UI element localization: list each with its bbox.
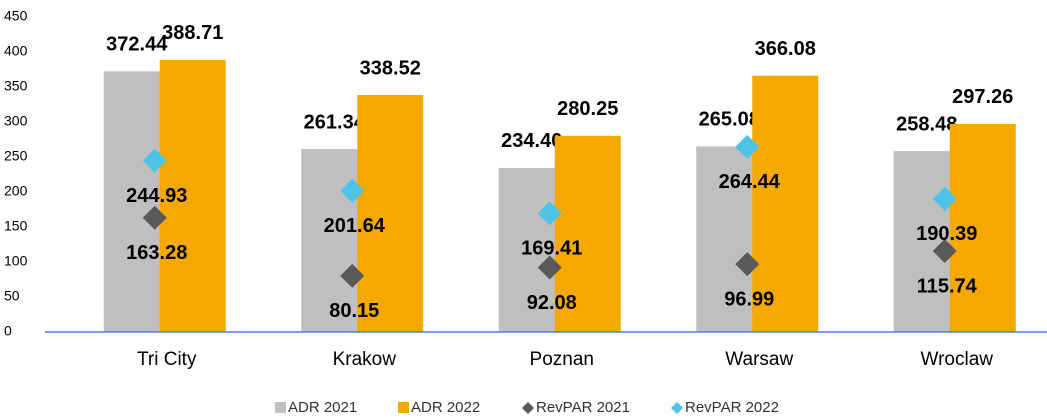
x-tick-label: Warsaw xyxy=(725,349,793,370)
bar xyxy=(696,146,763,332)
y-tick-label: 150 xyxy=(4,218,28,234)
value-label: 338.52 xyxy=(360,57,421,79)
value-label: 264.44 xyxy=(719,171,781,193)
value-label: 244.93 xyxy=(126,185,187,207)
value-label: 169.41 xyxy=(521,238,582,260)
y-tick-label: 250 xyxy=(4,148,28,164)
value-label: 201.64 xyxy=(324,215,386,237)
y-tick-label: 350 xyxy=(4,78,28,94)
y-tick-label: 50 xyxy=(4,288,20,304)
x-tick-label: Krakow xyxy=(333,349,397,370)
bar xyxy=(159,59,226,332)
value-label: 190.39 xyxy=(916,223,977,245)
marker xyxy=(142,148,167,173)
marker xyxy=(735,134,760,159)
y-tick-label: 200 xyxy=(4,183,28,199)
y-tick-label: 100 xyxy=(4,253,28,269)
marker xyxy=(340,178,365,203)
marker xyxy=(537,255,562,280)
legend-marker xyxy=(275,402,286,413)
value-label: 280.25 xyxy=(557,98,618,120)
value-label: 297.26 xyxy=(952,86,1013,108)
value-label: 372.44 xyxy=(106,34,168,56)
y-tick-label: 0 xyxy=(4,323,12,339)
legend-marker xyxy=(398,402,409,413)
bar xyxy=(357,95,424,332)
y-tick-label: 300 xyxy=(4,113,28,129)
x-tick-label: Tri City xyxy=(137,349,197,370)
value-label: 388.71 xyxy=(162,22,223,44)
value-label: 366.08 xyxy=(755,38,816,60)
value-label: 258.48 xyxy=(896,113,957,135)
bar xyxy=(893,151,960,332)
y-tick-label: 400 xyxy=(4,43,28,59)
bar xyxy=(301,149,368,332)
y-tick-label: 450 xyxy=(4,8,28,24)
bar xyxy=(752,75,819,332)
marker xyxy=(932,186,957,211)
bar xyxy=(949,123,1016,332)
value-label: 92.08 xyxy=(527,292,577,314)
legend-label: RevPAR 2021 xyxy=(536,399,630,416)
value-label: 163.28 xyxy=(126,242,187,264)
marker xyxy=(735,252,760,277)
legend-label: ADR 2022 xyxy=(411,399,480,416)
bar xyxy=(103,71,170,333)
x-tick-label: Poznan xyxy=(530,349,594,370)
bar xyxy=(554,135,621,332)
legend-label: RevPAR 2022 xyxy=(685,399,779,416)
value-label: 80.15 xyxy=(329,300,379,322)
value-label: 96.99 xyxy=(724,288,774,310)
legend-label: ADR 2021 xyxy=(288,399,357,416)
legend-marker xyxy=(671,402,683,414)
marker xyxy=(537,201,562,226)
value-label: 234.40 xyxy=(501,130,562,152)
value-label: 261.34 xyxy=(304,111,366,133)
marker xyxy=(340,263,365,288)
value-label: 115.74 xyxy=(917,275,978,297)
legend-marker xyxy=(522,402,534,414)
marker xyxy=(932,238,957,263)
bar xyxy=(498,167,565,332)
value-label: 265.08 xyxy=(699,109,760,131)
x-tick-label: Wroclaw xyxy=(921,349,994,370)
marker xyxy=(142,205,167,230)
